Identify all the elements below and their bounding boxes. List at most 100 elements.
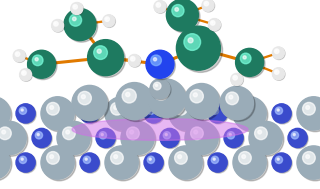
Circle shape [149, 81, 188, 119]
Circle shape [204, 1, 209, 6]
Circle shape [175, 152, 187, 164]
Circle shape [160, 128, 179, 148]
Circle shape [16, 104, 35, 123]
Circle shape [17, 105, 36, 124]
Ellipse shape [72, 119, 248, 140]
Circle shape [155, 84, 157, 86]
Circle shape [149, 158, 151, 160]
Circle shape [166, 0, 198, 31]
Circle shape [213, 158, 215, 160]
Circle shape [103, 15, 115, 27]
Circle shape [97, 129, 116, 149]
Circle shape [275, 107, 283, 114]
Circle shape [99, 132, 107, 139]
Circle shape [73, 5, 77, 9]
Circle shape [169, 97, 202, 130]
Circle shape [277, 109, 279, 111]
Circle shape [0, 127, 11, 140]
Circle shape [229, 95, 233, 99]
Circle shape [272, 68, 284, 80]
Circle shape [169, 146, 202, 179]
Circle shape [157, 4, 158, 5]
Circle shape [114, 106, 117, 109]
Circle shape [85, 109, 87, 111]
Circle shape [249, 121, 282, 155]
Circle shape [131, 57, 135, 61]
Circle shape [226, 92, 238, 105]
Circle shape [15, 52, 20, 56]
Circle shape [277, 158, 279, 160]
Circle shape [306, 155, 309, 159]
Circle shape [176, 26, 220, 70]
Circle shape [291, 132, 299, 139]
Circle shape [0, 121, 26, 155]
Circle shape [303, 152, 315, 164]
Circle shape [32, 128, 51, 148]
Circle shape [146, 50, 174, 78]
Circle shape [188, 38, 193, 43]
Circle shape [208, 153, 227, 172]
Circle shape [288, 128, 307, 148]
Circle shape [19, 156, 27, 163]
Circle shape [272, 47, 284, 59]
Circle shape [224, 128, 243, 148]
Circle shape [273, 68, 285, 80]
Circle shape [35, 132, 43, 139]
Circle shape [94, 46, 108, 60]
Circle shape [13, 50, 25, 62]
Circle shape [47, 152, 59, 164]
Circle shape [154, 1, 166, 13]
Circle shape [187, 123, 220, 156]
Circle shape [236, 48, 264, 76]
Circle shape [155, 1, 167, 13]
Circle shape [127, 127, 139, 140]
Circle shape [220, 86, 253, 120]
Circle shape [128, 54, 140, 67]
Circle shape [71, 2, 83, 15]
Circle shape [32, 55, 43, 66]
Circle shape [147, 156, 155, 163]
Circle shape [203, 0, 215, 12]
Circle shape [255, 127, 267, 140]
Circle shape [276, 71, 277, 72]
Circle shape [54, 22, 58, 26]
Circle shape [74, 87, 109, 122]
Circle shape [57, 121, 90, 155]
Circle shape [168, 1, 200, 33]
Circle shape [161, 129, 180, 149]
Circle shape [276, 50, 277, 51]
Circle shape [116, 83, 153, 120]
Circle shape [74, 6, 75, 7]
Circle shape [23, 72, 24, 73]
Circle shape [14, 50, 26, 62]
Circle shape [72, 85, 107, 121]
Circle shape [41, 97, 74, 130]
Circle shape [251, 123, 284, 156]
Circle shape [233, 146, 266, 179]
Circle shape [16, 53, 18, 54]
Circle shape [185, 121, 218, 155]
Circle shape [193, 93, 197, 97]
Circle shape [28, 50, 56, 78]
Circle shape [21, 109, 23, 111]
Circle shape [66, 130, 69, 134]
Circle shape [43, 148, 76, 181]
Circle shape [111, 152, 123, 164]
Circle shape [73, 17, 76, 21]
Circle shape [184, 84, 219, 119]
Circle shape [154, 86, 168, 100]
Circle shape [202, 0, 214, 11]
Circle shape [275, 156, 283, 163]
Circle shape [242, 155, 245, 159]
Circle shape [289, 129, 308, 149]
Circle shape [132, 58, 133, 59]
Circle shape [208, 104, 227, 123]
Circle shape [47, 102, 59, 115]
Circle shape [273, 154, 292, 173]
Circle shape [293, 133, 295, 136]
Circle shape [175, 8, 179, 11]
Circle shape [234, 77, 235, 78]
Circle shape [16, 153, 35, 172]
Circle shape [297, 146, 320, 179]
Circle shape [59, 123, 92, 156]
